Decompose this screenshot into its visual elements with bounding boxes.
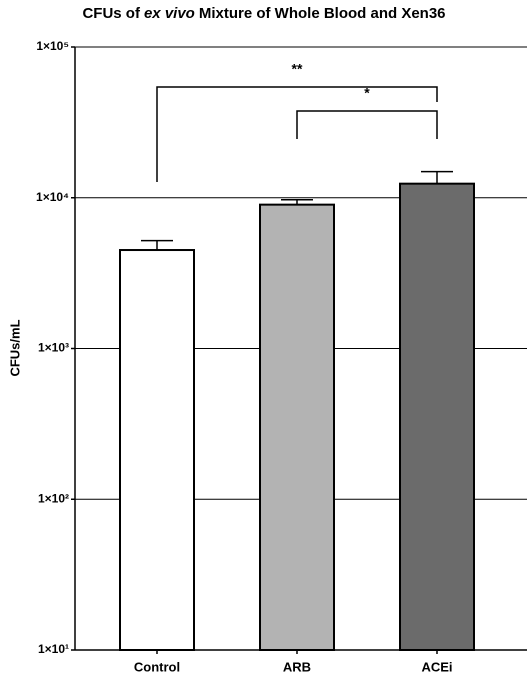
chart-title: CFUs of ex vivo Mixture of Whole Blood and… (82, 5, 445, 22)
bar (259, 203, 335, 651)
x-tick-label: ACEi (421, 659, 452, 674)
significance-label: * (364, 85, 370, 101)
y-tick-label: 1×10³ (38, 341, 69, 355)
y-axis-label: CFUs/mL (7, 319, 22, 376)
y-tick-label: 1×10² (38, 491, 69, 505)
y-tick-label: 1×10¹ (38, 642, 69, 656)
significance-bracket (156, 86, 438, 182)
bar (119, 249, 195, 651)
bar (399, 182, 475, 651)
significance-bracket (296, 110, 438, 139)
y-tick-label: 1×10⁴ (36, 190, 69, 204)
x-tick-label: Control (134, 659, 180, 674)
y-tick-label: 1×10⁵ (36, 39, 69, 53)
title-part: Mixture of Whole Blood and Xen36 (199, 5, 446, 22)
significance-label: ** (292, 61, 303, 77)
x-tick-label: ARB (283, 659, 311, 674)
title-part: CFUs of (82, 5, 141, 22)
title-part: ex vivo (144, 5, 195, 22)
